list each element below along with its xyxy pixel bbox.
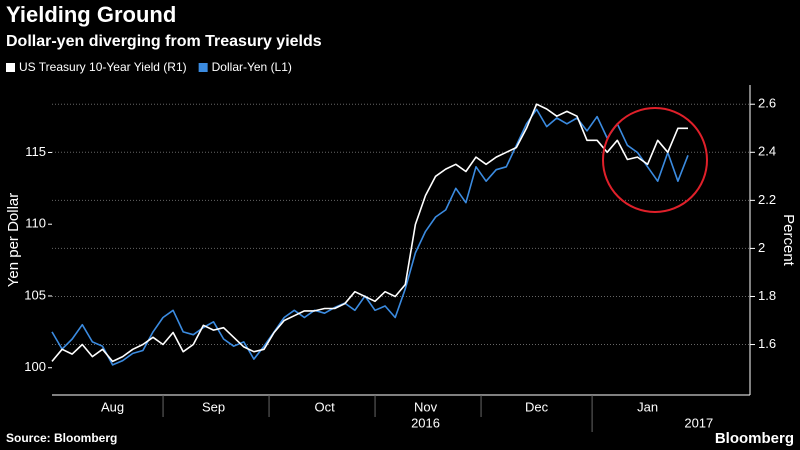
x-tick-label: Oct	[314, 399, 335, 414]
x-tick-label: Dec	[525, 399, 549, 414]
legend-label: Dollar-Yen (L1)	[212, 60, 292, 74]
x-tick-label: Sep	[202, 399, 225, 414]
chart-subtitle: Dollar-yen diverging from Treasury yield…	[6, 33, 322, 50]
y-tick-label: 100	[24, 359, 46, 374]
year-label: 2016	[411, 415, 440, 430]
series-line	[51, 108, 689, 366]
y2-tick-label: 2.2	[758, 192, 776, 207]
source: Source: Bloomberg	[6, 431, 117, 445]
y-tick-label: 110	[25, 216, 46, 231]
series-line	[51, 103, 688, 363]
y-tick-label: 115	[25, 144, 46, 159]
logo: Bloomberg	[715, 430, 794, 447]
y2-tick-label: 2	[758, 240, 765, 255]
legend-swatch	[6, 63, 15, 72]
highlight-circle	[602, 107, 708, 213]
x-tick-label: Aug	[101, 399, 124, 414]
y-tick-label: 105	[24, 287, 46, 302]
y2-tick-label: 2.6	[758, 96, 776, 111]
y2-axis-title: Percent	[780, 214, 797, 267]
chart-title: Yielding Ground	[6, 2, 176, 27]
y2-tick-label: 2.4	[758, 144, 776, 159]
y2-tick-label: 1.8	[758, 288, 776, 303]
y-axis-title: Yen per Dollar	[5, 193, 22, 288]
x-tick-label: Jan	[637, 399, 658, 414]
legend-swatch	[198, 63, 208, 72]
y2-tick-label: 1.6	[758, 336, 776, 351]
legend-label: US Treasury 10-Year Yield (R1)	[19, 60, 187, 74]
year-label: 2017	[684, 415, 713, 430]
x-tick-label: Nov	[414, 399, 438, 414]
